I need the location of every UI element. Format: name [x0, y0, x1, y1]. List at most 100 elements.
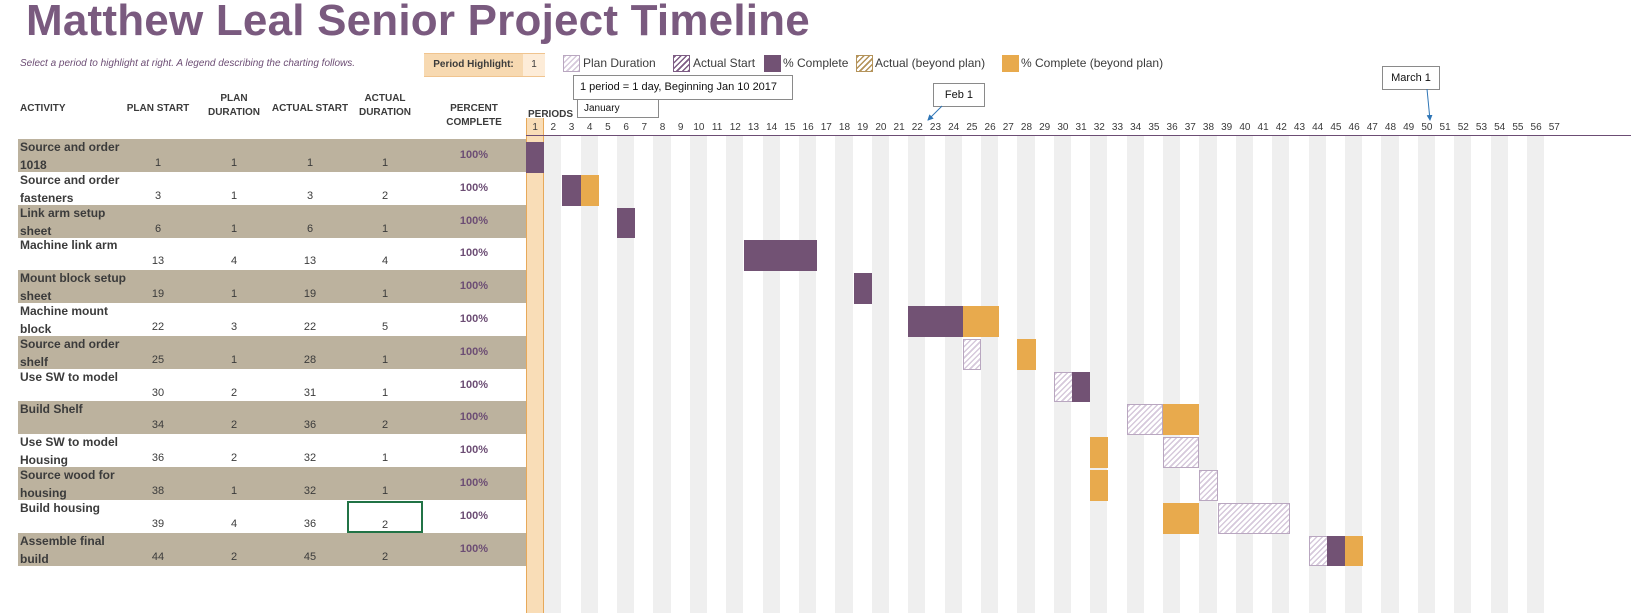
- table-row[interactable]: Link arm setup sheet 6 1 6 1 100%: [0, 205, 526, 240]
- period-column: [1345, 136, 1363, 613]
- table-row[interactable]: Use SW to model Housing 36 2 32 1 100%: [0, 435, 526, 469]
- period-column: [653, 136, 671, 613]
- actual-duration-value: 5: [381, 321, 389, 333]
- period-highlight-label: Period Highlight:: [424, 53, 523, 77]
- percent-complete-value: 100%: [459, 542, 489, 555]
- period-number: 7: [641, 122, 648, 133]
- march-arrow-icon: [1426, 88, 1433, 121]
- activity-name: Use SW to model Housing: [20, 435, 119, 468]
- activity-name: Build housing: [20, 500, 100, 515]
- period-number: 37: [1184, 122, 1196, 133]
- period-number: 8: [659, 122, 666, 133]
- period-number: 42: [1275, 122, 1287, 133]
- actual-duration-value: 1: [381, 452, 389, 465]
- table-row[interactable]: Use SW to model 30 2 31 1 100%: [0, 370, 526, 404]
- period-column: [799, 136, 817, 613]
- period-highlight-input[interactable]: 1: [523, 53, 545, 77]
- legend-complete-label: % Complete: [783, 56, 849, 70]
- period-number: 5: [605, 122, 611, 133]
- complete-bar: [762, 240, 781, 272]
- table-row[interactable]: Source and order 1018 1 1 1 1 100%: [0, 140, 526, 174]
- actual-start-value: 13: [303, 255, 317, 268]
- table-row[interactable]: Mount block setup sheet 19 1 19 1 100%: [0, 271, 526, 305]
- actual-duration-value: 4: [381, 255, 389, 268]
- period-number: 55: [1512, 122, 1524, 133]
- period-column: [1527, 136, 1545, 613]
- period-column: [1490, 136, 1508, 613]
- plan-duration-value: 3: [230, 321, 238, 333]
- period-number: 20: [875, 122, 887, 133]
- period-number: 12: [729, 122, 741, 133]
- period-number: 27: [1002, 122, 1014, 133]
- page-title: Matthew Leal Senior Project Timeline: [26, 0, 810, 45]
- legend-plan-label: Plan Duration: [583, 56, 656, 70]
- period-number: 44: [1312, 122, 1324, 133]
- complete-bar: [1326, 535, 1345, 567]
- actual-start-value: 45: [303, 550, 317, 563]
- period-number: 10: [693, 122, 705, 133]
- legend-complete-swatch: [764, 55, 781, 72]
- actual-start-value: 32: [303, 452, 317, 465]
- complete-bar: [1163, 502, 1182, 534]
- table-row[interactable]: Machine link arm 13 4 13 4 100%: [0, 238, 526, 272]
- activity-name: Source and order shelf: [20, 336, 120, 369]
- table-row[interactable]: Assemble final build 44 2 45 2 100%: [0, 534, 526, 568]
- activity-name: Source and order 1018: [20, 140, 120, 172]
- complete-bar: [981, 306, 1000, 337]
- percent-complete-value: 100%: [459, 444, 489, 457]
- period-number: 39: [1221, 122, 1233, 133]
- plan-duration-bar: [1126, 404, 1163, 436]
- period-column: [1308, 136, 1326, 613]
- actual-start-value: 6: [306, 222, 314, 235]
- table-row-shade: [18, 532, 526, 566]
- table-row-shade: [18, 467, 526, 500]
- table-row[interactable]: Build housing 39 4 36 2 100%: [0, 500, 526, 535]
- period-number: 50: [1421, 122, 1433, 133]
- plan-start-value: 36: [151, 452, 165, 465]
- complete-bar: [962, 306, 981, 337]
- period-column: [981, 136, 999, 613]
- activity-name: Machine link arm: [20, 238, 118, 253]
- table-row[interactable]: Build Shelf 34 2 36 2 100%: [0, 402, 526, 436]
- activity-name: Mount block setup sheet: [20, 271, 126, 304]
- period-column: [689, 136, 707, 613]
- percent-complete-value: 100%: [459, 345, 489, 358]
- table-row[interactable]: Source and order fasteners 3 1 3 2 100%: [0, 173, 526, 207]
- period-column: [1381, 136, 1399, 613]
- actual-duration-value: 2: [381, 550, 389, 563]
- period-number: 9: [677, 122, 684, 133]
- table-row[interactable]: Source and order shelf 25 1 28 1 100%: [0, 336, 526, 371]
- complete-bar: [617, 207, 636, 239]
- period-number: 53: [1475, 122, 1488, 133]
- actual-start-value: 32: [303, 485, 317, 497]
- legend-complete-beyond-swatch: [1002, 55, 1019, 72]
- percent-complete-value: 100%: [459, 313, 489, 325]
- period-number: 47: [1366, 122, 1378, 133]
- period-column: [835, 136, 853, 613]
- plan-start-value: 3: [154, 189, 162, 202]
- period-column: [1199, 136, 1217, 613]
- header-plan-duration: PLAN DURATION: [207, 93, 261, 118]
- header-plan-start: PLAN START: [126, 103, 190, 114]
- activity-name: Link arm setup sheet: [20, 205, 106, 238]
- plan-duration-value: 1: [230, 485, 238, 497]
- plan-start-value: 6: [154, 222, 162, 235]
- actual-duration-value: 1: [381, 288, 389, 301]
- complete-bar: [1017, 338, 1036, 370]
- table-row[interactable]: Source wood for housing 38 1 32 1 100%: [0, 468, 526, 502]
- actual-duration-value: 2: [381, 189, 389, 202]
- selected-cell[interactable]: 2: [347, 500, 423, 533]
- period-number: 14: [766, 122, 778, 133]
- plan-duration-value: 4: [230, 255, 238, 268]
- actual-start-value: 3: [306, 189, 314, 202]
- month-cell[interactable]: January: [577, 99, 659, 118]
- period-number: 16: [802, 122, 814, 133]
- table-row[interactable]: Machine mount block 22 3 22 5 100%: [0, 304, 526, 338]
- plan-start-value: 19: [151, 288, 165, 301]
- percent-complete-value: 100%: [459, 149, 489, 161]
- plan-duration-value: 1: [230, 288, 238, 301]
- period-number: 54: [1494, 122, 1506, 133]
- feb-callout: Feb 1: [933, 83, 985, 107]
- actual-start-value: 31: [303, 386, 317, 399]
- complete-bar: [526, 142, 545, 173]
